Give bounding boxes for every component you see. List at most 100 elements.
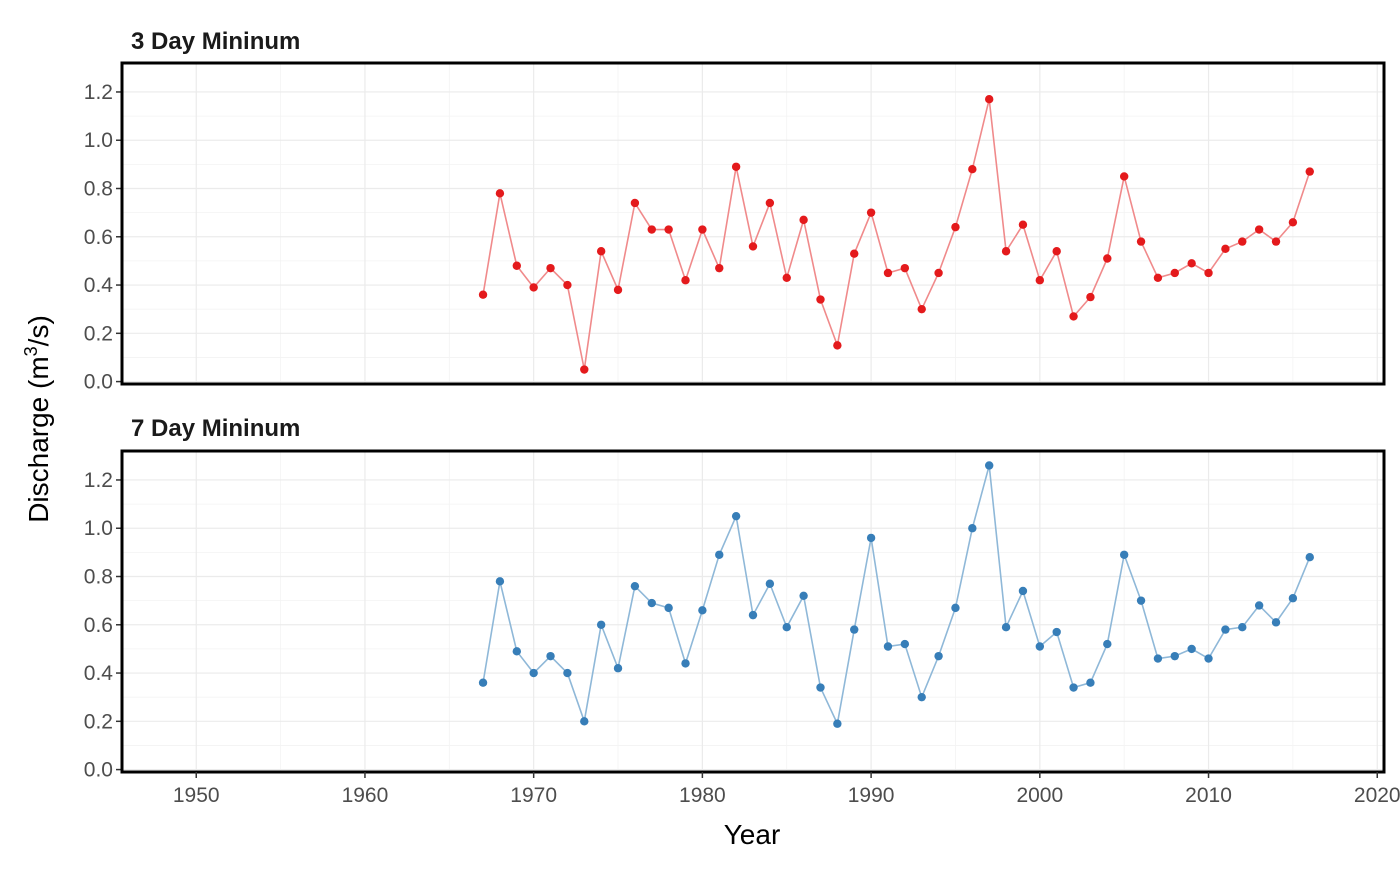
x-tick-label: 1950	[173, 784, 220, 807]
x-axis: 1950 1960 1970 1980 1990 2000 2010 2020	[173, 772, 1400, 807]
data-point	[1052, 627, 1061, 637]
data-point	[782, 622, 791, 632]
x-tick-label: 1970	[510, 784, 557, 807]
data-point	[1119, 172, 1129, 181]
data-point	[664, 225, 673, 234]
data-point	[698, 606, 707, 615]
x-tick-label: 2020	[1354, 784, 1400, 807]
y-tick-label: 0.8	[84, 566, 113, 589]
data-point	[1103, 254, 1112, 263]
panel-border	[120, 61, 1386, 386]
y-tick-label: 1.2	[84, 81, 113, 104]
data-point	[1170, 268, 1179, 278]
y-tick-label: 0.8	[84, 178, 113, 201]
data-point	[816, 683, 825, 692]
data-point	[917, 692, 926, 702]
data-point	[968, 165, 977, 174]
data-point	[1170, 651, 1179, 661]
data-point	[1238, 237, 1247, 246]
data-point	[1119, 550, 1129, 559]
data-point	[765, 579, 775, 588]
x-tick-label: 1960	[342, 784, 389, 807]
data-point	[782, 273, 791, 282]
data-point	[613, 664, 623, 673]
y-tick-label: 0.0	[84, 371, 113, 394]
data-point	[478, 290, 488, 299]
x-tick-label: 2010	[1185, 784, 1232, 807]
major-gridlines	[122, 451, 1384, 772]
y-tick-label: 0.2	[84, 322, 113, 345]
panel-title: 7 Day Mininum	[131, 415, 300, 442]
data-point	[850, 249, 859, 258]
data-point	[715, 263, 724, 273]
data-point	[866, 208, 876, 217]
panel-title: 3 Day Mininum	[131, 28, 300, 55]
x-tick-label: 2000	[1016, 784, 1063, 807]
data-point	[1238, 622, 1247, 632]
y-axis: 0.0 0.2 0.4 0.6 0.8 1.0 1.2	[84, 81, 122, 394]
y-tick-label: 1.0	[84, 129, 113, 152]
data-point	[1271, 237, 1281, 246]
data-point	[1018, 220, 1028, 229]
data-point	[512, 647, 521, 656]
data-point	[1035, 642, 1045, 651]
y-tick-label: 0.2	[84, 710, 113, 733]
data-point	[1052, 247, 1061, 256]
data-point	[546, 263, 555, 273]
data-point	[1001, 247, 1011, 256]
data-point	[1035, 276, 1045, 285]
data-point	[1305, 167, 1314, 176]
data-point	[833, 341, 842, 350]
series-points	[478, 95, 1314, 374]
data-point	[968, 524, 977, 533]
y-axis-title: Discharge (m3/s)	[21, 315, 54, 523]
data-point	[546, 651, 555, 661]
y-tick-label: 0.0	[84, 759, 113, 782]
data-point	[951, 603, 960, 613]
data-point	[580, 365, 589, 374]
data-point	[1001, 622, 1011, 632]
minor-gridlines	[122, 63, 1384, 384]
data-point	[580, 717, 589, 726]
data-point	[934, 268, 943, 278]
data-point	[715, 550, 724, 559]
data-point	[765, 198, 775, 208]
data-point	[529, 668, 538, 678]
data-point	[866, 533, 876, 543]
data-point	[799, 591, 808, 601]
y-tick-label: 0.6	[84, 614, 113, 637]
data-point	[1204, 654, 1213, 663]
data-point	[529, 283, 538, 292]
data-point	[731, 511, 741, 521]
data-point	[985, 461, 994, 470]
data-point	[664, 603, 673, 613]
data-point	[934, 651, 943, 661]
data-point	[900, 263, 910, 273]
panel-1: 3 Day Mininum 0.0 0.2 0.4 0.6 0.8 1.0 1.2	[84, 28, 1386, 394]
data-point	[596, 247, 606, 256]
data-point	[1221, 244, 1230, 254]
data-point	[816, 295, 825, 304]
x-axis-title: Year	[724, 819, 781, 850]
data-point	[917, 304, 926, 314]
data-point	[1136, 596, 1146, 605]
data-point	[630, 198, 640, 208]
data-point	[748, 610, 758, 620]
data-point	[512, 261, 521, 270]
data-point	[630, 581, 640, 591]
data-point	[985, 95, 994, 104]
data-point	[681, 276, 690, 285]
data-point	[900, 639, 910, 649]
data-point	[478, 678, 488, 687]
data-point	[1018, 586, 1028, 596]
y-axis: 0.0 0.2 0.4 0.6 0.8 1.0 1.2	[84, 469, 122, 782]
y-tick-label: 0.6	[84, 226, 113, 249]
data-point	[698, 225, 707, 234]
data-point	[563, 668, 572, 678]
data-point	[681, 659, 690, 668]
major-gridlines	[122, 63, 1384, 384]
data-point	[1136, 237, 1146, 246]
data-point	[1288, 594, 1298, 603]
